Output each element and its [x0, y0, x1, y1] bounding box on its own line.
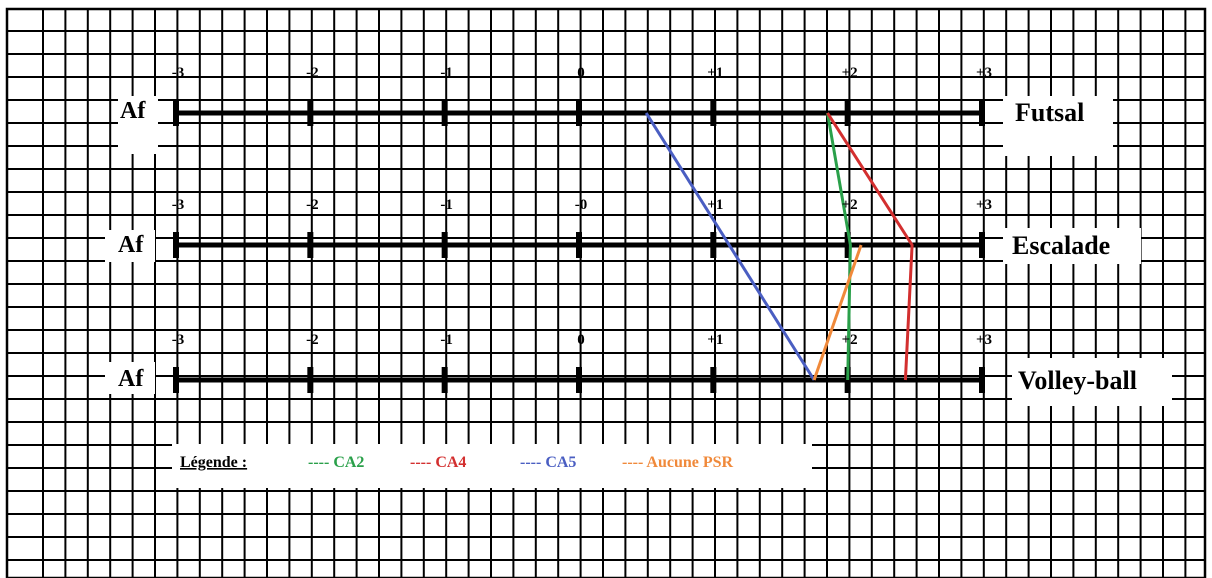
tick-label: -2: [306, 332, 319, 348]
sport-label-bg: [1003, 228, 1141, 264]
sport-label: Escalade: [1012, 231, 1110, 260]
tick-label: 0: [577, 332, 585, 348]
af-label-bg: [105, 362, 155, 394]
tick-label: +1: [707, 65, 723, 81]
tick-label: +2: [842, 332, 858, 348]
sport-label-bg: [1003, 96, 1113, 156]
tick-label: -2: [306, 197, 319, 213]
legend-entry: ---- CA5: [520, 454, 576, 471]
legend-entry: ---- CA4: [410, 454, 466, 471]
tick-label: -3: [172, 65, 185, 81]
af-label-bg: [105, 230, 155, 262]
legend-title: Légende :: [180, 454, 247, 471]
labels: -3 -2 -1 0 +1 +2 +3 -3 -2 -1 -0 +1 +2 +3 -3 -2 -1 0 +1 +2 +3…: [118, 65, 1137, 395]
series-line: [812, 244, 863, 381]
label-backgrounds: [105, 96, 1172, 488]
legend-entry: ---- Aucune PSR: [622, 454, 734, 471]
legend-bg: [172, 444, 812, 488]
tick-label: +1: [707, 332, 723, 348]
tick-label: +2: [842, 197, 858, 213]
tick-label: 0: [577, 65, 585, 81]
series-line: [644, 112, 816, 381]
tick-label: +2: [842, 65, 858, 81]
grid-lines: [5, 7, 1207, 578]
sport-label: Volley-ball: [1018, 366, 1137, 395]
tick-label: -3: [172, 332, 185, 348]
series-lines: [644, 112, 914, 381]
tick-label: -2: [306, 65, 319, 81]
tick-label: -0: [575, 197, 588, 213]
scale-lines: [173, 100, 985, 393]
legend: Légende : ---- CA2 ---- CA4 ---- CA5 ---- Au…: [180, 454, 734, 471]
tick-label: +3: [976, 65, 992, 81]
af-label: Af: [118, 366, 144, 392]
sport-label: Futsal: [1015, 98, 1084, 127]
tick-label: +3: [976, 332, 992, 348]
grid-border: [5, 7, 1207, 578]
legend-entry: ---- CA2: [308, 454, 364, 471]
tick-label: -1: [440, 65, 453, 81]
sport-label-bg: [1012, 358, 1172, 406]
af-label: Af: [118, 232, 144, 258]
series-line: [826, 112, 914, 381]
af-label-bg: [118, 96, 158, 154]
af-label: Af: [120, 98, 146, 124]
tick-label: -3: [172, 197, 185, 213]
tick-label: +1: [707, 197, 723, 213]
tick-label: +3: [976, 197, 992, 213]
tick-label: -1: [440, 197, 453, 213]
tick-label: -1: [440, 332, 453, 348]
series-line: [826, 112, 852, 381]
